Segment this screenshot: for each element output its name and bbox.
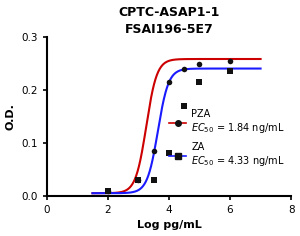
X-axis label: Log pg/mL: Log pg/mL [136, 220, 201, 230]
Title: CPTC-ASAP1-1
FSAI196-5E7: CPTC-ASAP1-1 FSAI196-5E7 [118, 6, 220, 36]
Legend: PZA
$EC_{50}$ = 1.84 ng/mL, ZA
$EC_{50}$ = 4.33 ng/mL: PZA $EC_{50}$ = 1.84 ng/mL, ZA $EC_{50}$… [165, 105, 289, 172]
Y-axis label: O.D.: O.D. [6, 103, 16, 130]
